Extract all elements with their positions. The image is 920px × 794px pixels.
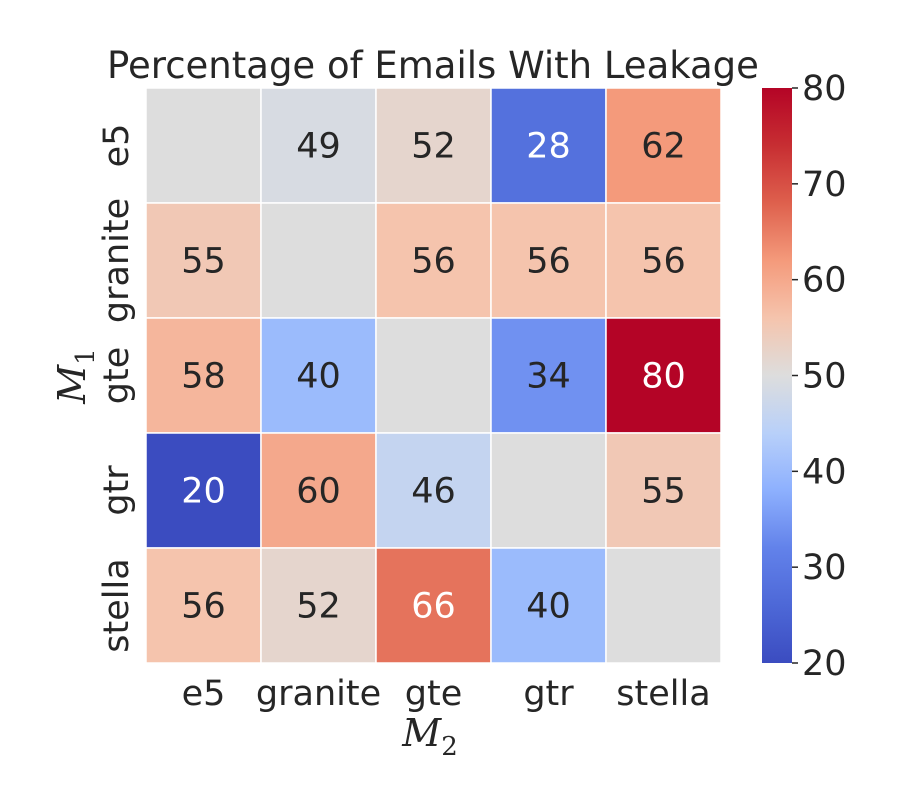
x-axis-label-main: M <box>401 711 442 755</box>
y-tick-label: gte <box>97 347 137 404</box>
x-axis-ticks: e5 granite gte gtr stella <box>182 674 711 714</box>
heatmap-cell <box>605 317 722 434</box>
chart-title: Percentage of Emails With Leakage <box>107 44 759 87</box>
heatmap-cell <box>490 432 607 549</box>
colorbar <box>762 88 792 663</box>
heatmap-cell <box>145 87 262 204</box>
heatmap-cell <box>605 202 722 319</box>
heatmap-cell <box>490 87 607 204</box>
y-tick-label: gtr <box>97 465 137 516</box>
heatmap-cell <box>605 547 722 664</box>
y-axis-ticks: e5 granite gte gtr stella <box>97 124 137 653</box>
x-axis-label: M2 <box>401 711 457 762</box>
x-tick-label: gtr <box>523 674 574 714</box>
x-axis-label-sub: 2 <box>441 732 458 762</box>
colorbar-tick-label: 50 <box>802 357 847 397</box>
colorbar-tick-label: 40 <box>802 452 847 492</box>
cell-value-label: 60 <box>296 472 341 512</box>
heatmap-cell <box>260 87 377 204</box>
y-tick-label: stella <box>97 558 137 652</box>
x-tick-label: granite <box>256 674 381 714</box>
cell-value-label: 56 <box>526 242 571 282</box>
heatmap-cell-labels: 49 52 28 62 55 56 56 56 58 40 34 80 20 60 46 55 56 52 66 40 <box>181 127 686 627</box>
heatmap-cell <box>145 202 262 319</box>
colorbar-ticks: 20 30 40 50 60 70 80 <box>792 69 847 684</box>
y-axis-label: M1 <box>50 348 101 404</box>
heatmap-cell <box>605 87 722 204</box>
cell-value-label: 34 <box>526 357 571 397</box>
cell-value-label: 28 <box>526 127 571 167</box>
y-axis-label-sub: 1 <box>71 348 101 365</box>
heatmap-cell <box>605 432 722 549</box>
heatmap-cell <box>375 87 492 204</box>
cell-value-label: 40 <box>526 587 571 627</box>
colorbar-tick-label: 70 <box>802 165 847 205</box>
cell-value-label: 55 <box>181 242 226 282</box>
cell-value-label: 52 <box>411 127 456 167</box>
heatmap-cell <box>145 432 262 549</box>
heatmap-cell <box>260 547 377 664</box>
cell-value-label: 40 <box>296 357 341 397</box>
colorbar-tick-label: 60 <box>802 261 847 301</box>
colorbar-tick-label: 30 <box>802 548 847 588</box>
heatmap-cell <box>375 202 492 319</box>
heatmap-cell <box>375 317 492 434</box>
cell-value-label: 56 <box>411 242 456 282</box>
cell-value-label: 58 <box>181 357 226 397</box>
cell-value-label: 55 <box>641 472 686 512</box>
colorbar-tick-label: 80 <box>802 69 847 109</box>
heatmap-cell <box>260 202 377 319</box>
cell-value-label: 56 <box>641 242 686 282</box>
x-tick-label: gte <box>405 674 462 714</box>
y-axis-label-main: M <box>50 364 94 405</box>
cell-value-label: 20 <box>181 472 226 512</box>
heatmap-cell <box>490 547 607 664</box>
heatmap-cell <box>260 432 377 549</box>
y-tick-label: granite <box>97 198 137 323</box>
x-tick-label: stella <box>616 674 710 714</box>
cell-value-label: 80 <box>641 357 686 397</box>
cell-value-label: 56 <box>181 587 226 627</box>
x-tick-label: e5 <box>182 674 226 714</box>
heatmap-cell <box>375 547 492 664</box>
cell-value-label: 52 <box>296 587 341 627</box>
heatmap-cell <box>145 547 262 664</box>
cell-value-label: 66 <box>411 587 456 627</box>
heatmap-cells <box>145 87 722 664</box>
cell-value-label: 62 <box>641 127 686 167</box>
cell-value-label: 46 <box>411 472 456 512</box>
y-tick-label: e5 <box>97 124 137 168</box>
colorbar-tick-label: 20 <box>802 644 847 684</box>
heatmap-cell <box>260 317 377 434</box>
cell-value-label: 49 <box>296 127 341 167</box>
